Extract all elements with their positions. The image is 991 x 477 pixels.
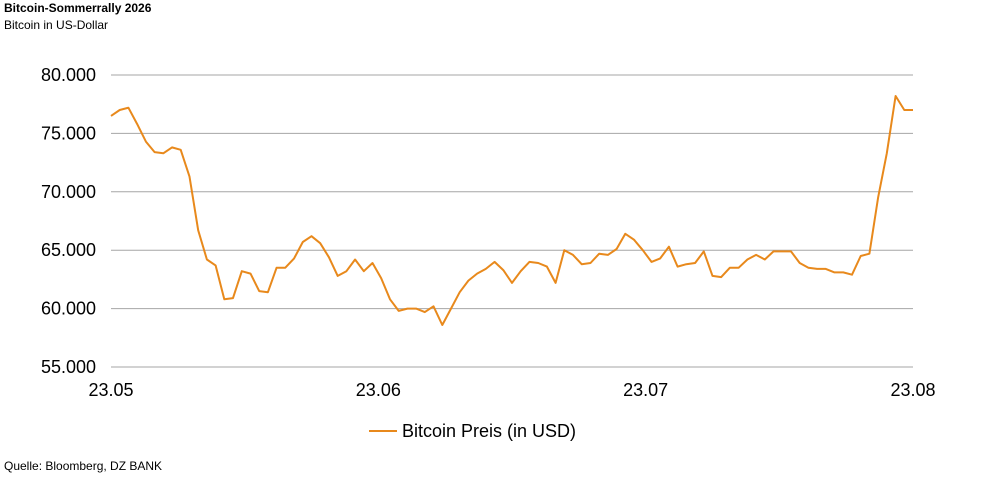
x-tick-label: 23.06 — [356, 380, 401, 400]
x-tick-label: 23.08 — [890, 380, 935, 400]
x-tick-label: 23.05 — [88, 380, 133, 400]
series-line-bitcoin-preis — [110, 95, 913, 326]
y-tick-label: 70.000 — [41, 182, 96, 202]
y-tick-label: 60.000 — [41, 299, 96, 319]
gridlines — [111, 74, 913, 368]
y-tick-label: 75.000 — [41, 123, 96, 143]
legend-label: Bitcoin Preis (in USD) — [402, 421, 576, 441]
source-note: Quelle: Bloomberg, DZ BANK — [4, 459, 163, 473]
y-tick-label: 65.000 — [41, 240, 96, 260]
y-axis-labels: 55.000 60.000 65.000 70.000 75.000 80.000 — [41, 65, 96, 377]
chart-title: Bitcoin-Sommerrally 2026 — [4, 1, 152, 15]
chart-subtitle: Bitcoin in US-Dollar — [4, 18, 109, 32]
x-axis-labels: 23.05 23.06 23.07 23.08 — [88, 380, 935, 400]
y-tick-label: 55.000 — [41, 357, 96, 377]
y-tick-label: 80.000 — [41, 65, 96, 85]
x-tick-label: 23.07 — [623, 380, 668, 400]
series-layer — [110, 95, 913, 326]
legend: Bitcoin Preis (in USD) — [369, 421, 576, 441]
